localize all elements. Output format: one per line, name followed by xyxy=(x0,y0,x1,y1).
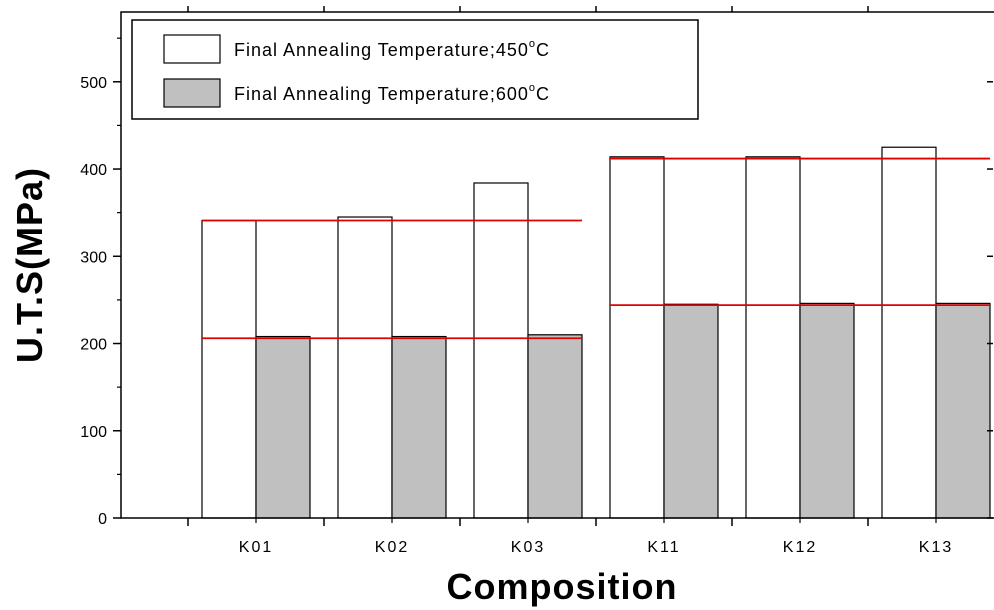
bar-k12-series-2 xyxy=(799,302,855,519)
bar-k01-series-2 xyxy=(255,335,311,519)
bar-k13-series-2 xyxy=(935,302,991,519)
plot-frame xyxy=(120,11,994,519)
bar-k11-series-2 xyxy=(663,303,719,519)
y-tick-label: 500 xyxy=(80,75,107,92)
legend-unit: C xyxy=(536,84,550,104)
x-tick-label-k11: K11 xyxy=(647,539,680,556)
legend-label-series-1: Final Annealing Temperature;450oC xyxy=(234,38,550,60)
bar-k13-series-1 xyxy=(881,146,937,519)
y-axis-title: U.T.S(MPa) xyxy=(9,167,50,363)
bar-k02-series-2 xyxy=(391,335,447,519)
y-tick-label: 100 xyxy=(80,424,107,441)
axes-layer: 0 100 200 300 400 500 K01 K02 K03 K11 K12 K13 xyxy=(80,6,993,556)
legend-swatch-series-2 xyxy=(163,78,221,108)
legend-degree-sup: o xyxy=(529,82,536,94)
bar-k12-series-1 xyxy=(745,156,801,519)
x-tick-label-k12: K12 xyxy=(783,539,817,556)
x-tick-label-k01: K01 xyxy=(239,539,273,556)
y-tick-label: 0 xyxy=(98,511,107,528)
legend-degree-sup: o xyxy=(529,38,536,50)
legend-label-series-2: Final Annealing Temperature;600oC xyxy=(234,82,550,104)
reference-lines-layer xyxy=(202,157,990,340)
bars-layer xyxy=(201,146,991,519)
y-tick-label: 400 xyxy=(80,162,107,179)
bar-k02-series-1 xyxy=(337,216,393,519)
x-tick-label-k13: K13 xyxy=(919,539,953,556)
bar-k11-series-1 xyxy=(609,156,665,519)
legend-unit: C xyxy=(536,40,550,60)
bar-k01-series-1 xyxy=(201,219,257,519)
x-tick-label-k02: K02 xyxy=(375,539,409,556)
bar-k03-series-1 xyxy=(473,182,529,519)
legend-text: Final Annealing Temperature;450 xyxy=(234,40,529,60)
y-tick-label: 300 xyxy=(80,249,107,266)
x-tick-label-k03: K03 xyxy=(511,539,545,556)
legend-swatch-series-1 xyxy=(163,34,221,64)
y-tick-label: 200 xyxy=(80,337,107,354)
legend-text: Final Annealing Temperature;600 xyxy=(234,84,529,104)
bar-k03-series-2 xyxy=(527,334,583,519)
legend-box xyxy=(131,19,699,120)
x-axis-title: Composition xyxy=(447,566,678,607)
